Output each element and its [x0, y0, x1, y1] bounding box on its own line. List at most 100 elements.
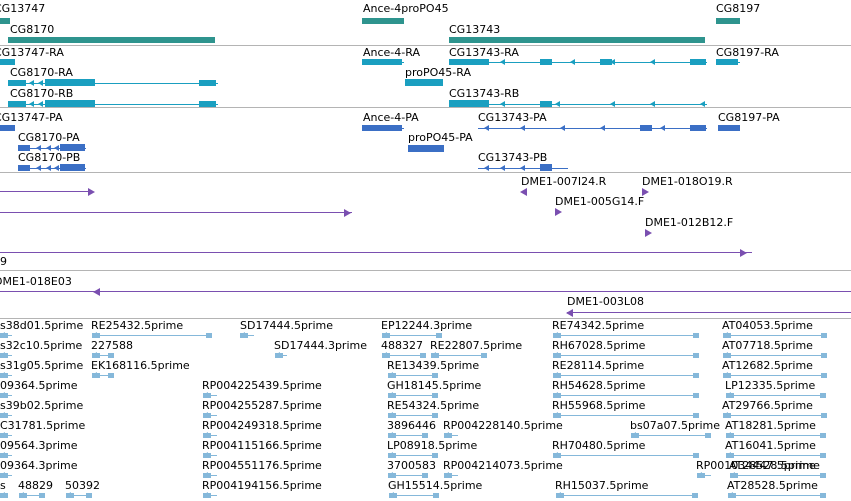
strand-arrow-icon [553, 392, 558, 398]
est-line [723, 415, 827, 416]
est-line [553, 455, 699, 456]
strand-arrow-icon [203, 432, 208, 438]
est-line [388, 435, 428, 436]
est-block [820, 433, 826, 438]
est-block [821, 333, 827, 338]
est-line [388, 395, 438, 396]
est-block [705, 433, 711, 438]
strand-arrow-icon [730, 59, 735, 65]
est-line [726, 395, 826, 396]
gene-bar [716, 18, 740, 24]
est-block [86, 493, 92, 498]
strand-arrow-icon [520, 165, 525, 171]
strand-arrow-icon [420, 79, 425, 85]
est-label: 227588 [91, 339, 133, 352]
est-label: s32c10.5prime [0, 339, 83, 352]
strand-arrow-icon [520, 125, 525, 131]
strand-arrow-icon [455, 101, 460, 107]
track-separator [0, 45, 851, 46]
strand-arrow-icon [92, 372, 97, 378]
strand-arrow-icon [388, 472, 393, 478]
exon-block [45, 79, 95, 86]
est-label: 3700583 [387, 459, 436, 472]
est-line [553, 395, 699, 396]
strand-arrow-icon [22, 145, 27, 151]
strand-arrow-icon [726, 432, 731, 438]
strand-arrow-icon [723, 352, 728, 358]
strand-arrow-icon [55, 101, 60, 107]
est-block [693, 453, 699, 458]
strand-arrow-icon [4, 125, 9, 131]
strand-arrow-icon [206, 80, 211, 86]
strand-arrow-icon [500, 59, 505, 65]
strand-arrow-icon [422, 145, 427, 151]
strand-arrow-icon [0, 352, 5, 358]
exon-block [540, 59, 552, 65]
exon-block [449, 100, 489, 107]
feature-label: proPO45-RA [405, 66, 471, 79]
strand-arrow-icon [700, 125, 705, 131]
feature-label: DME1-007I24.R [521, 175, 607, 188]
est-label: s31g05.5prime [0, 359, 84, 372]
est-line [553, 415, 699, 416]
est-block [820, 473, 826, 478]
est-label: SD17444.3prime [274, 339, 367, 352]
est-block [432, 453, 438, 458]
strand-arrow-icon [203, 392, 208, 398]
est-label: RH70480.5prime [552, 439, 646, 452]
strand-arrow-icon [0, 472, 5, 478]
feature-label: CG8170 [10, 23, 55, 36]
strand-arrow-icon [732, 125, 737, 131]
est-block [481, 353, 487, 358]
feature-label: DME1-018E03 [0, 275, 72, 288]
est-line [730, 475, 826, 476]
est-label: AT18281.5prime [725, 419, 816, 432]
clone-end-icon [566, 309, 573, 317]
est-label: bs07a07.5prime [630, 419, 720, 432]
strand-arrow-icon [22, 165, 27, 171]
strand-arrow-icon [730, 472, 735, 478]
feature-label: CG8197-PA [718, 111, 780, 124]
feature-label: CG13743 [449, 23, 501, 36]
strand-arrow-icon [631, 432, 636, 438]
est-line [726, 455, 826, 456]
strand-arrow-icon [203, 412, 208, 418]
strand-arrow-icon [723, 372, 728, 378]
strand-arrow-icon [388, 392, 393, 398]
feature-label: CG8197-RA [716, 46, 779, 59]
feature-label: CG13743-PB [478, 151, 548, 164]
est-line [382, 355, 426, 356]
strand-arrow-icon [14, 101, 19, 107]
feature-line [0, 212, 352, 213]
est-block [693, 333, 699, 338]
feature-label: DME1-005G14.F [555, 195, 645, 208]
est-label: 48829 [18, 479, 53, 492]
est-label: RP004115166.5prime [202, 439, 322, 452]
est-label: GH18145.5prime [387, 379, 482, 392]
strand-arrow-icon [203, 492, 208, 498]
est-label: RP004225439.5prime [202, 379, 322, 392]
strand-arrow-icon [14, 80, 19, 86]
strand-arrow-icon [388, 432, 393, 438]
est-block [206, 333, 212, 338]
est-block [436, 333, 442, 338]
est-block [432, 393, 438, 398]
gene-bar [362, 18, 404, 24]
feature-label: 9 [0, 255, 7, 268]
strand-arrow-icon [455, 59, 460, 65]
strand-arrow-icon [726, 452, 731, 458]
strand-arrow-icon [54, 145, 59, 151]
est-label: AT28528.5prime [729, 459, 820, 472]
exon-block [716, 59, 738, 65]
exon-block [449, 59, 489, 65]
clone-end-icon [93, 288, 100, 296]
strand-arrow-icon [368, 59, 373, 65]
strand-arrow-icon [0, 412, 5, 418]
strand-arrow-icon [553, 332, 558, 338]
est-label: RH15037.5prime [555, 479, 649, 492]
strand-arrow-icon [0, 332, 5, 338]
clone-end-icon [88, 188, 95, 196]
strand-arrow-icon [388, 125, 393, 131]
est-label: RP004551176.5prime [202, 459, 322, 472]
